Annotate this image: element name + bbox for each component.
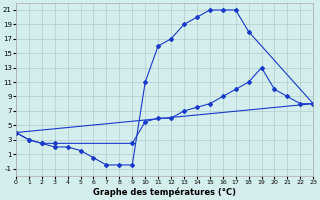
X-axis label: Graphe des températures (°C): Graphe des températures (°C) (93, 188, 236, 197)
